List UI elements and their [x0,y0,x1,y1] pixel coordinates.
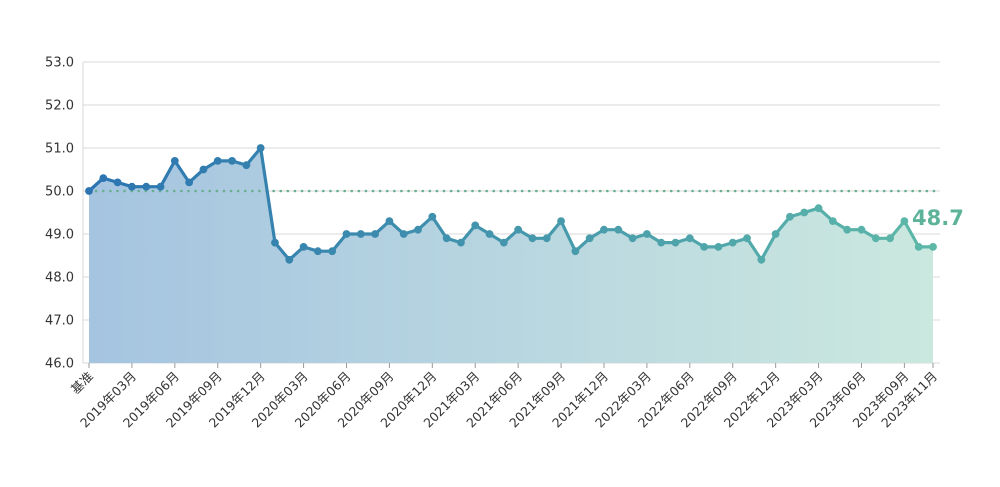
x-axis-ticks: 基准2019年03月2019年06月2019年09月2019年12月2020年0… [68,363,940,431]
data-point [528,234,537,243]
data-point [499,238,508,247]
data-point [514,225,523,234]
data-point [914,243,923,251]
data-point [671,238,680,247]
y-tick-label: 52.0 [45,99,74,114]
data-point [542,234,551,243]
data-point [442,234,451,243]
data-point [170,157,179,165]
data-point [471,221,480,230]
data-point [614,225,623,234]
y-tick-label: 48.0 [45,271,74,286]
data-point [199,165,208,174]
y-axis-ticks: 53.0 52.0 51.0 50.0 49.0 48.0 47.0 46.0 [45,56,74,372]
data-point [313,247,322,256]
y-tick-label: 46.0 [45,357,74,372]
data-point [457,238,465,247]
data-point [857,225,866,234]
series-points-layer [85,144,937,264]
data-point [600,225,608,234]
series-area [89,148,933,363]
data-point [557,217,565,226]
data-point [700,243,709,251]
data-point [485,230,494,238]
data-point [242,161,251,170]
area-layer [89,148,933,363]
data-point [99,174,108,183]
data-point [285,255,294,264]
data-point [399,230,408,238]
data-point [714,243,723,251]
data-point [142,182,151,191]
data-point [643,230,651,238]
data-point [571,247,580,256]
data-point [828,217,837,226]
data-point [757,255,766,264]
data-point [414,225,422,234]
data-point [228,157,236,165]
y-tick-label: 49.0 [45,228,74,243]
y-tick-label: 50.0 [45,185,74,200]
data-point [256,144,265,152]
x-tick-label: 基准 [68,369,96,397]
data-point [85,187,93,195]
data-point [299,243,308,251]
data-point [814,204,823,213]
data-point [929,243,937,251]
data-point [886,234,894,243]
data-point [871,234,880,243]
data-point [385,217,394,226]
data-point [900,217,909,226]
data-point [342,230,351,238]
data-point [685,234,694,243]
y-tick-label: 47.0 [45,314,74,329]
data-point [328,247,337,256]
data-point [585,234,594,243]
data-point [356,230,365,238]
last-value-label: 48.7 [912,206,964,230]
data-point [843,225,852,234]
y-tick-label: 53.0 [45,56,74,71]
data-point [428,212,437,221]
data-point [128,182,136,191]
data-point [271,238,279,247]
data-point [185,178,194,187]
data-point [728,238,737,247]
data-point [156,182,165,191]
data-point [628,234,637,243]
data-point [113,178,122,187]
data-point [771,230,780,238]
data-point [657,238,666,247]
data-point [371,230,379,238]
data-point [213,157,222,165]
data-point [800,208,809,217]
data-point [786,212,794,221]
data-point [743,234,751,243]
y-tick-label: 51.0 [45,142,74,157]
